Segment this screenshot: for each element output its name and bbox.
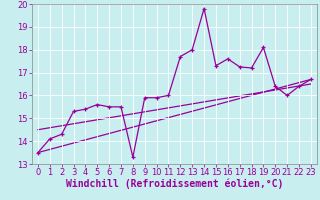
X-axis label: Windchill (Refroidissement éolien,°C): Windchill (Refroidissement éolien,°C) xyxy=(66,179,283,189)
